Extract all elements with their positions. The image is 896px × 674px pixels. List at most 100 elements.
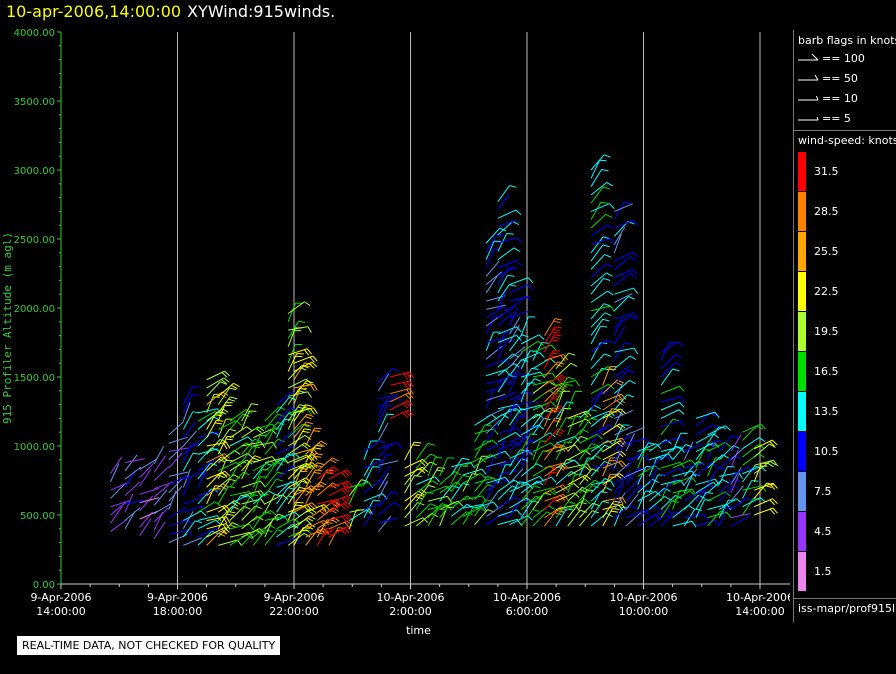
wind-barb <box>555 417 567 436</box>
wind-barb <box>520 433 531 452</box>
wind-barb-flag <box>549 407 556 413</box>
wind-barb <box>252 509 271 521</box>
wind-barb <box>718 435 732 452</box>
wind-barb-flag <box>218 532 226 537</box>
wind-barb-flag <box>308 363 315 369</box>
wind-barb <box>276 495 289 513</box>
wind-barb <box>153 483 170 498</box>
wind-barb <box>555 508 567 527</box>
wind-barb <box>206 530 222 546</box>
wind-barb <box>695 499 705 518</box>
wind-barb <box>579 510 593 527</box>
wind-barb <box>497 407 517 418</box>
wind-barb <box>264 462 277 480</box>
wind-barb-flag <box>295 355 303 358</box>
wind-barb-flag <box>231 522 239 526</box>
wind-barb <box>486 304 506 310</box>
wind-barb-flag <box>512 353 520 358</box>
speed-swatch <box>798 272 806 311</box>
wind-barb <box>556 504 576 510</box>
wind-barb <box>509 334 522 352</box>
wind-barb <box>614 355 631 370</box>
wind-barb-flag <box>632 219 639 226</box>
wind-barb-flag <box>553 419 561 423</box>
wind-barb-flag <box>534 378 542 382</box>
wind-barb <box>252 469 263 488</box>
wind-barb-flag <box>344 521 350 528</box>
wind-barb <box>695 492 707 510</box>
wind-barb <box>590 319 604 336</box>
wind-barb <box>293 380 307 397</box>
wind-barb-flag <box>637 467 645 471</box>
wind-barb <box>544 350 554 369</box>
wind-barb-flag <box>234 450 241 455</box>
wind-barb-flag <box>677 341 684 347</box>
wind-barb <box>614 462 630 477</box>
wind-barb <box>497 457 517 468</box>
wind-barb-flag <box>422 459 429 465</box>
wind-barb <box>707 425 726 436</box>
wind-barb <box>649 514 667 527</box>
wind-barb <box>707 510 722 527</box>
wind-barb <box>718 498 737 510</box>
x-tick-label: 10:00:00 <box>619 605 668 618</box>
wind-barb-flag <box>251 494 259 497</box>
wind-barb-flag <box>574 444 580 451</box>
wind-barb-flag <box>509 185 517 188</box>
wind-barb <box>718 478 734 494</box>
wind-barb <box>532 490 551 502</box>
wind-barb <box>124 481 140 497</box>
wind-barb-flag <box>216 489 222 496</box>
wind-barb-flag <box>575 380 580 387</box>
wind-barb <box>139 510 159 520</box>
wind-barb-flag <box>430 503 438 507</box>
wind-barb <box>153 507 169 523</box>
wind-barb <box>206 485 216 505</box>
wind-barb-flag <box>228 486 236 489</box>
wind-barb-flag <box>404 401 411 407</box>
wind-barb-flag <box>724 425 731 431</box>
wind-barb <box>252 529 267 546</box>
wind-barb <box>509 415 520 434</box>
wind-barb <box>287 404 300 422</box>
wind-barb-flag <box>769 483 776 490</box>
wind-barb <box>753 482 768 499</box>
wind-barb-flag <box>536 463 543 468</box>
wind-barb <box>613 442 626 461</box>
wind-barb <box>486 476 506 484</box>
wind-barb <box>695 478 716 486</box>
wind-barb <box>614 272 631 287</box>
wind-barb <box>217 522 233 538</box>
wind-barb <box>206 523 227 530</box>
wind-barb-flag <box>627 369 635 374</box>
wind-barb <box>287 502 298 521</box>
speed-level-label: 10.5 <box>814 445 839 458</box>
wind-barb <box>378 405 388 425</box>
wind-barb-flag <box>758 453 765 458</box>
wind-barb-flag <box>302 430 310 434</box>
wind-barb-flag <box>532 509 540 512</box>
wind-barb <box>241 530 256 546</box>
wind-barb <box>378 442 398 450</box>
wind-barb-flag <box>200 510 207 517</box>
wind-barb-flag <box>604 353 612 357</box>
wind-barb <box>197 468 207 488</box>
wind-barb <box>707 467 719 485</box>
wind-barb <box>241 455 255 472</box>
wind-barb <box>683 468 698 485</box>
wind-barb <box>497 427 518 435</box>
wind-barb <box>590 387 606 403</box>
wind-barb-flag <box>230 396 238 400</box>
wind-barb <box>742 485 763 491</box>
wind-barb-flag <box>628 296 636 300</box>
source-label: iss-mapr/prof915l <box>798 602 896 615</box>
speed-level-label: 28.5 <box>814 205 839 218</box>
wind-barb <box>474 440 485 459</box>
wind-barb <box>614 293 633 303</box>
wind-barb-flag <box>600 342 608 344</box>
wind-barb <box>672 432 682 452</box>
wind-barb <box>197 410 216 422</box>
wind-barb <box>660 362 676 378</box>
wind-barb-flag <box>462 474 470 478</box>
wind-barb-flag <box>607 224 614 230</box>
